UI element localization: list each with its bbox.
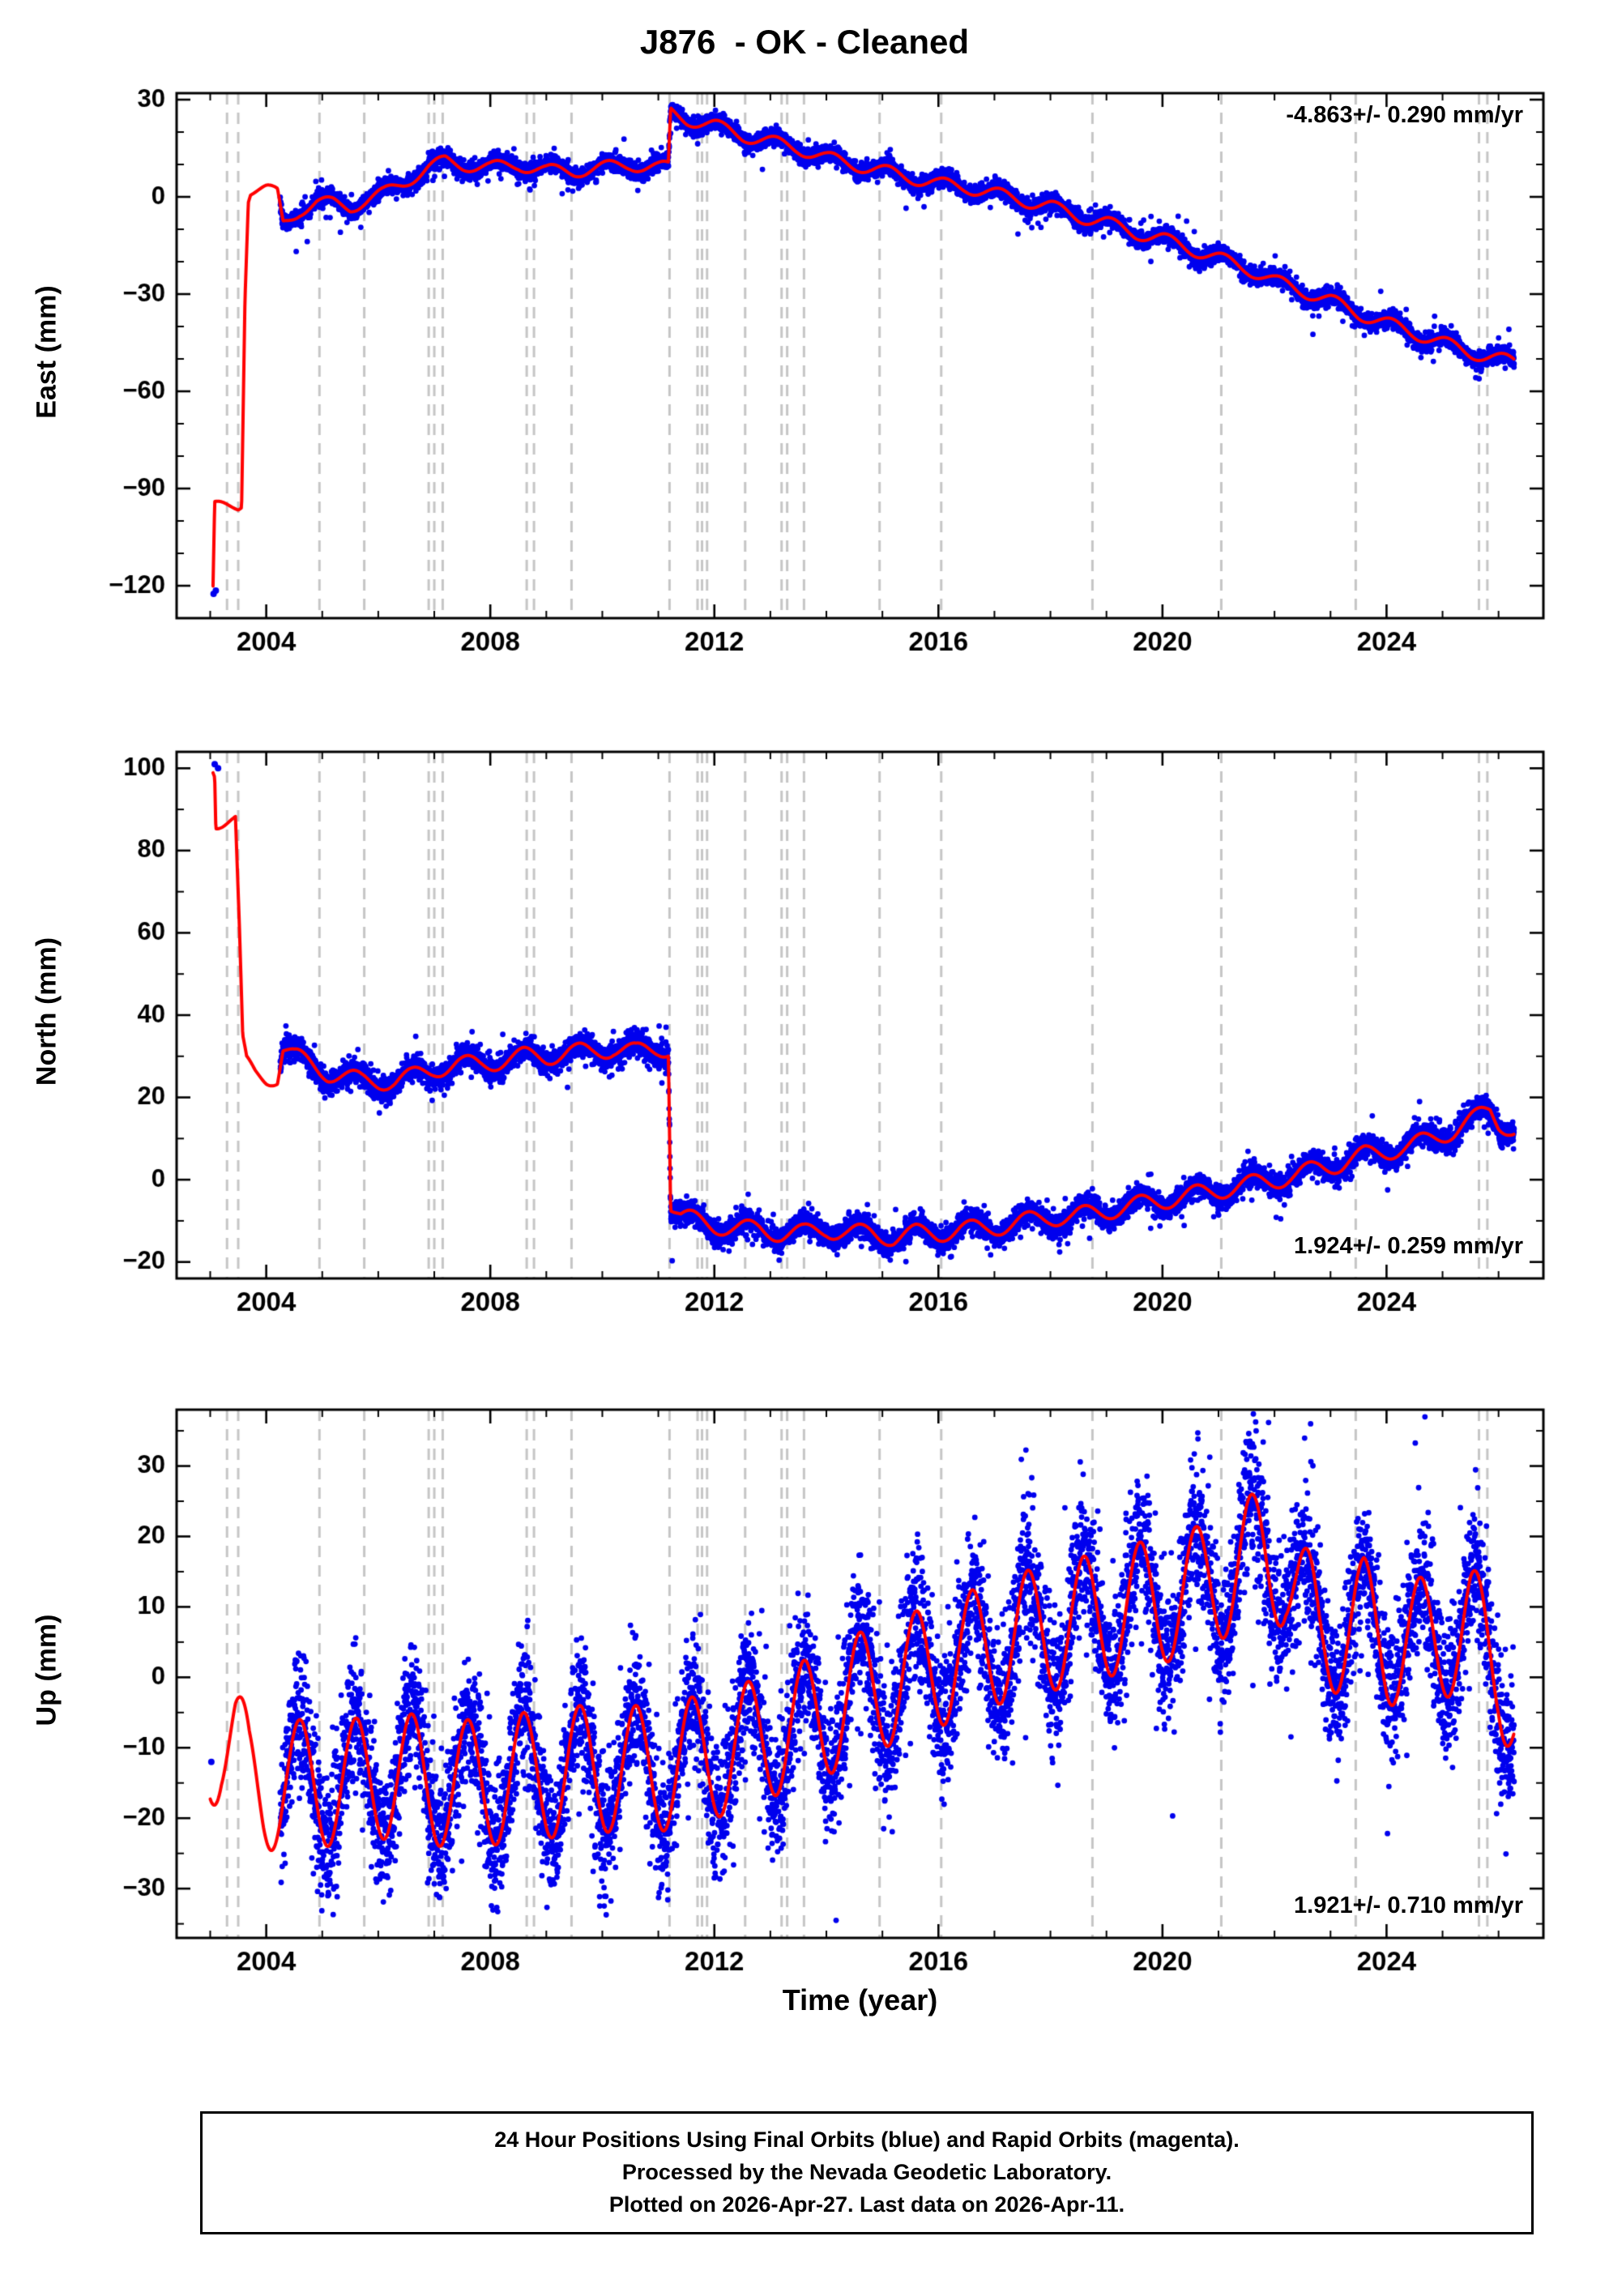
east-axis-label: East (mm): [31, 285, 62, 419]
footer-line-plot-dates: Plotted on 2026-Apr-27. Last data on 202…: [608, 2191, 1125, 2217]
up-rate-annotation: 1.921+/- 0.710 mm/yr: [1294, 1893, 1523, 1918]
footer-line-processed-by: Processed by the Nevada Geodetic Laborat…: [621, 2160, 1112, 2185]
footer-box: 24 Hour Positions Using Final Orbits (bl…: [200, 2111, 1534, 2234]
north-axis-label: North (mm): [31, 937, 62, 1086]
north-rate-annotation: 1.924+/- 0.259 mm/yr: [1294, 1233, 1523, 1259]
east-rate-annotation: -4.863+/- 0.290 mm/yr: [1286, 102, 1523, 128]
plot-title: J876 - OK - Cleaned: [639, 23, 970, 61]
up-axis-label: Up (mm): [31, 1614, 62, 1726]
footer-line-orbits: 24 Hour Positions Using Final Orbits (bl…: [494, 2127, 1240, 2153]
x-axis-label: Time (year): [782, 1983, 938, 2016]
